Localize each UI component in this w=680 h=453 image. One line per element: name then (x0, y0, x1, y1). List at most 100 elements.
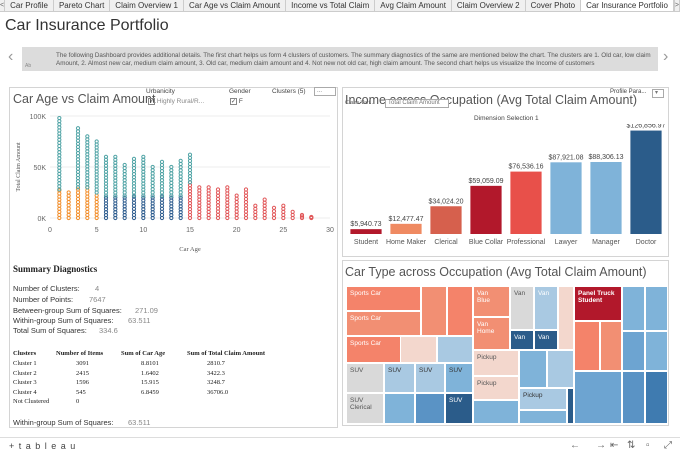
bar-value-label: $76,536.16 (508, 164, 543, 171)
num-clusters-value: 4 (95, 284, 100, 293)
treemap-cell-sports-car-2[interactable]: Sports Car (346, 311, 421, 336)
scatter-point (253, 203, 258, 208)
treemap-cell-suv-7[interactable] (415, 393, 445, 424)
treemap-cell-van-4[interactable]: Van (534, 286, 558, 330)
treemap-cell-suv-3[interactable]: SUV (415, 363, 445, 393)
x-tick-label: 25 (279, 227, 287, 234)
treemap-cell-panel-7[interactable] (645, 331, 668, 371)
treemap-cell-pickup-4[interactable] (519, 350, 547, 388)
treemap-cell-suv-8[interactable]: SUV (445, 393, 473, 424)
clusters-dropdown[interactable]: ... (314, 87, 336, 96)
bar (550, 162, 582, 234)
scatter-chart: 0K 50K 100K 0 5 10 15 20 25 30 Car Age Total Claim … (16, 114, 334, 253)
gender-filter[interactable]: ✓ F (230, 98, 243, 105)
gender-filter-label: Gender (229, 88, 251, 95)
scatter-point (85, 134, 90, 139)
tab-car-age-vs-claim[interactable]: Car Age vs Claim Amount (184, 0, 287, 11)
scatter-point (94, 139, 99, 144)
x-tick-label: 5 (95, 227, 99, 234)
cluster-table-cell: 1596 (76, 379, 89, 386)
treemap-cell-panel-9[interactable] (645, 371, 668, 424)
treemap-cell-sports-7[interactable] (437, 336, 473, 363)
download-icon[interactable]: ▫ (646, 440, 650, 451)
treemap-cell-suv-2[interactable]: SUV (384, 363, 415, 393)
treemap-cell-pickup-1[interactable]: Pickup (473, 350, 519, 376)
treemap-cell-pickup-2[interactable]: Pickup (473, 376, 519, 400)
bar-value-label: $34,024.20 (428, 198, 463, 205)
tableau-logo[interactable]: + t a b l e a u (9, 441, 77, 451)
tab-cover-photo[interactable]: Cover Photo (526, 0, 582, 11)
treemap-label: Van (514, 334, 526, 341)
treemap-cell-panel-5[interactable] (645, 286, 668, 331)
treemap-cell-van-6[interactable]: Van (534, 330, 558, 350)
treemap-cell-suv-6[interactable] (384, 393, 415, 424)
undo-icon[interactable]: ← (570, 440, 580, 451)
scatter-point (57, 115, 62, 121)
story-caption-banner[interactable]: Ab The following Dashboard provides addi… (22, 47, 658, 71)
share-icon[interactable]: ⇅ (627, 440, 636, 451)
treemap-cell-sports-4[interactable] (421, 286, 447, 336)
gender-checkbox[interactable]: ✓ (230, 98, 237, 105)
banner-line-2: Amount, 2. Almost new car, medium claim … (56, 60, 595, 67)
tab-claim-overview-2[interactable]: Claim Overview 2 (452, 0, 526, 11)
treemap-cell-pickup-5[interactable] (547, 350, 574, 388)
tab-scroll-right-icon[interactable]: > (673, 0, 680, 11)
scatter-point (299, 212, 305, 218)
claim-filter-label: Claim Vari... (345, 100, 375, 106)
treemap-cell-sports-car-1[interactable]: Sports Car (346, 286, 421, 311)
fullscreen-icon[interactable]: ⤢ (664, 440, 672, 451)
treemap-cell-van-5[interactable]: Van (510, 330, 534, 350)
treemap-cell-panel-4[interactable] (622, 286, 645, 331)
summary-between: Between-group Sum of Squares: 271.09 (13, 306, 158, 315)
tab-income-vs-claim[interactable]: Income vs Total Claim (286, 0, 376, 11)
treemap-cell-panel-truck-student[interactable]: Panel Truck Student (574, 286, 622, 321)
urbanicity-checkbox[interactable]: ✓ (148, 98, 155, 105)
treemap-cell-panel-6[interactable] (622, 331, 645, 371)
total-label: Total Sum of Squares: (13, 326, 87, 335)
bar-category-label: Manager (592, 239, 620, 246)
tab-claim-overview-1[interactable]: Claim Overview 1 (110, 0, 184, 11)
treemap-cell-suv-1[interactable]: SUV (346, 363, 384, 393)
treemap-cell-pickup-6[interactable] (567, 388, 574, 424)
treemap-cell-panel-8[interactable] (622, 371, 645, 424)
redo-icon[interactable]: → (596, 440, 606, 451)
treemap-cell-pickup-7[interactable] (473, 400, 519, 424)
treemap-cell-van-home[interactable]: Van Home (473, 317, 510, 350)
treemap-cell-panel-10[interactable] (574, 371, 622, 424)
cluster-table-header: Sum of Car Age (121, 350, 166, 357)
tab-car-profile[interactable]: Car Profile (5, 0, 54, 11)
claim-variable-dropdown[interactable]: Total Claim Amount (385, 99, 449, 108)
treemap-label: Sports Car (350, 340, 382, 347)
profile-param-dropdown[interactable]: ▾ (652, 89, 664, 98)
treemap-title: Car Type across Occupation (Avg Total Cl… (345, 265, 647, 279)
treemap-cell-pickup-8[interactable] (519, 410, 567, 424)
bar-category-label: Student (354, 239, 378, 246)
urbanicity-filter[interactable]: ✓ Highly Rural/R... (148, 98, 204, 105)
tab-avg-claim-amount[interactable]: Avg Claim Amount (375, 0, 452, 11)
treemap-cell-panel-2[interactable] (574, 321, 600, 371)
scatter-point (113, 154, 118, 159)
treemap-cell-suv-clerical[interactable]: SUV Clerical (346, 393, 384, 424)
y-tick-label: 0K (37, 216, 46, 223)
story-next-arrow-icon[interactable]: › (663, 48, 669, 65)
revert-icon[interactable]: ⇤ (610, 440, 619, 451)
scatter-point (178, 195, 183, 200)
treemap-cell-pickup-3[interactable]: Pickup (519, 388, 567, 410)
scatter-point (215, 187, 221, 192)
bar-chart: $5,940.73 Student $12,477.47 Home Maker $34,… (350, 124, 666, 246)
tab-car-insurance-portfolio[interactable]: Car Insurance Portfolio (581, 0, 674, 11)
treemap-cell-sports-6[interactable] (400, 336, 437, 363)
story-prev-arrow-icon[interactable]: ‹ (8, 48, 14, 65)
tab-scroll-left-icon[interactable]: < (0, 0, 6, 11)
treemap-cell-sports-5[interactable] (447, 286, 473, 336)
tab-pareto-chart[interactable]: Pareto Chart (54, 0, 111, 11)
summary-total: Total Sum of Squares: 334.6 (13, 326, 118, 335)
total-value: 334.6 (99, 326, 118, 335)
summary-within-2: Within-group Sum of Squares: 63.511 (13, 418, 150, 427)
treemap-cell-panel-3[interactable] (600, 321, 622, 371)
scatter-point (150, 195, 155, 200)
treemap-cell-van-3[interactable]: Van (510, 286, 534, 330)
treemap-cell-van-7[interactable] (558, 286, 574, 350)
treemap-cell-van-blue[interactable]: Van Blue (473, 286, 510, 317)
treemap-cell-suv-4[interactable]: SUV (445, 363, 473, 393)
